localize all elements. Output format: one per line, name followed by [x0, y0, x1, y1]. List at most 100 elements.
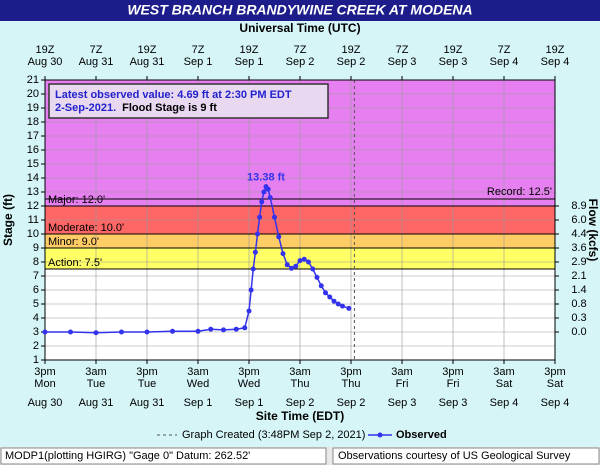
- data-point: [233, 326, 239, 332]
- footer-right: Observations courtesy of US Geological S…: [338, 450, 571, 462]
- x-tick-date: Aug 31: [130, 397, 165, 409]
- x-tick-day: Tue: [138, 378, 157, 390]
- title-bar: [0, 0, 600, 21]
- x-tick-label: 3pm: [136, 366, 157, 378]
- y2-tick-label: 2.1: [571, 270, 586, 282]
- data-point: [267, 195, 273, 201]
- data-point: [284, 262, 290, 268]
- x-tick-date: Aug 30: [28, 397, 63, 409]
- y-tick-label: 14: [27, 172, 39, 184]
- info-date: 2-Sep-2021.: [55, 102, 116, 114]
- utc-tick-label: 7Z: [498, 44, 511, 56]
- data-point: [259, 199, 265, 205]
- data-point: [68, 329, 73, 335]
- legend-created: Graph Created (3:48PM Sep 2, 2021): [182, 429, 365, 441]
- data-point: [272, 214, 277, 220]
- x-axis-label: Site Time (EDT): [256, 409, 344, 423]
- x-tick-label: 3pm: [442, 366, 463, 378]
- y2-axis-label: Flow (kcfs): [586, 199, 600, 262]
- y2-tick-label: 8.9: [571, 200, 586, 212]
- data-point: [119, 329, 124, 335]
- y-tick-label: 2: [33, 340, 39, 352]
- data-point: [280, 251, 286, 257]
- data-point: [276, 234, 282, 240]
- y-tick-label: 17: [27, 130, 39, 142]
- data-point: [252, 249, 258, 255]
- x-tick-date: Sep 4: [541, 397, 570, 409]
- data-point: [297, 258, 303, 264]
- footer-left: MODP1(plotting HGIRG) "Gage 0" Datum: 26…: [5, 450, 250, 462]
- data-point: [248, 287, 254, 293]
- utc-tick-date: Sep 4: [490, 56, 519, 68]
- y2-tick-label: 4.4: [571, 228, 586, 240]
- y-tick-label: 9: [33, 242, 39, 254]
- x-tick-label: 3pm: [340, 366, 361, 378]
- x-tick-day: Thu: [342, 378, 361, 390]
- y-tick-label: 21: [27, 74, 39, 86]
- data-point: [323, 290, 328, 296]
- x-tick-label: 3pm: [34, 366, 55, 378]
- data-point: [310, 266, 316, 272]
- x-tick-date: Sep 2: [286, 397, 315, 409]
- x-tick-day: Thu: [291, 378, 310, 390]
- data-point: [195, 328, 201, 334]
- y-tick-label: 6: [33, 284, 39, 296]
- x-tick-label: 3am: [391, 366, 412, 378]
- y2-tick-label: 3.6: [571, 242, 586, 254]
- y-tick-label: 16: [27, 144, 39, 156]
- x-tick-label: 3pm: [238, 366, 259, 378]
- x-tick-date: Aug 31: [79, 397, 114, 409]
- y-tick-label: 7: [33, 270, 39, 282]
- y-tick-label: 19: [27, 102, 39, 114]
- utc-tick-label: 19Z: [342, 44, 361, 56]
- utc-tick-label: 19Z: [546, 44, 565, 56]
- info-line: Latest observed value: 4.69 ft at 2:30 P…: [55, 89, 292, 101]
- flood-label: Major: 12.0': [48, 194, 105, 206]
- y-tick-label: 10: [27, 228, 39, 240]
- peak-label: 13.38 ft: [247, 172, 285, 184]
- x-tick-date: Sep 1: [235, 397, 264, 409]
- data-point: [314, 274, 320, 280]
- y-tick-label: 8: [33, 256, 39, 268]
- data-point: [170, 328, 175, 334]
- y2-tick-label: 0.8: [571, 298, 586, 310]
- utc-tick-date: Sep 3: [439, 56, 468, 68]
- y-tick-label: 1: [33, 354, 39, 366]
- utc-tick-label: 19Z: [138, 44, 157, 56]
- data-point: [250, 266, 256, 272]
- y-tick-label: 4: [33, 312, 39, 324]
- utc-tick-date: Aug 31: [79, 56, 114, 68]
- legend-marker: [377, 432, 383, 438]
- record-label: Record: 12.5': [487, 186, 552, 198]
- info-flood-stage: Flood Stage is 9 ft: [122, 102, 217, 114]
- y2-tick-label: 0.0: [571, 326, 586, 338]
- x-tick-date: Sep 2: [337, 397, 366, 409]
- footer-right-box: [332, 447, 600, 465]
- utc-tick-label: 7Z: [396, 44, 409, 56]
- data-point: [306, 259, 311, 265]
- data-point: [340, 303, 345, 309]
- x-tick-date: Sep 3: [439, 397, 468, 409]
- data-point: [246, 308, 252, 314]
- x-tick-date: Sep 4: [490, 397, 519, 409]
- x-tick-label: 3am: [85, 366, 106, 378]
- data-point: [335, 301, 341, 307]
- utc-tick-date: Sep 1: [235, 56, 264, 68]
- y-tick-label: 12: [27, 200, 39, 212]
- info-box: [48, 83, 329, 119]
- y2-tick-label: 0.3: [571, 312, 586, 324]
- utc-tick-date: Sep 2: [337, 56, 366, 68]
- y-tick-label: 18: [27, 116, 39, 128]
- x-tick-date: Sep 1: [184, 397, 213, 409]
- data-point: [221, 327, 226, 333]
- utc-tick-date: Sep 2: [286, 56, 315, 68]
- plot-frame: [44, 79, 556, 361]
- y-tick-label: 15: [27, 158, 39, 170]
- data-point: [265, 186, 271, 192]
- data-point: [144, 329, 150, 335]
- y2-tick-label: 6.0: [571, 214, 586, 226]
- x-tick-day: Wed: [187, 378, 209, 390]
- utc-tick-label: 19Z: [36, 44, 55, 56]
- utc-tick-label: 7Z: [294, 44, 307, 56]
